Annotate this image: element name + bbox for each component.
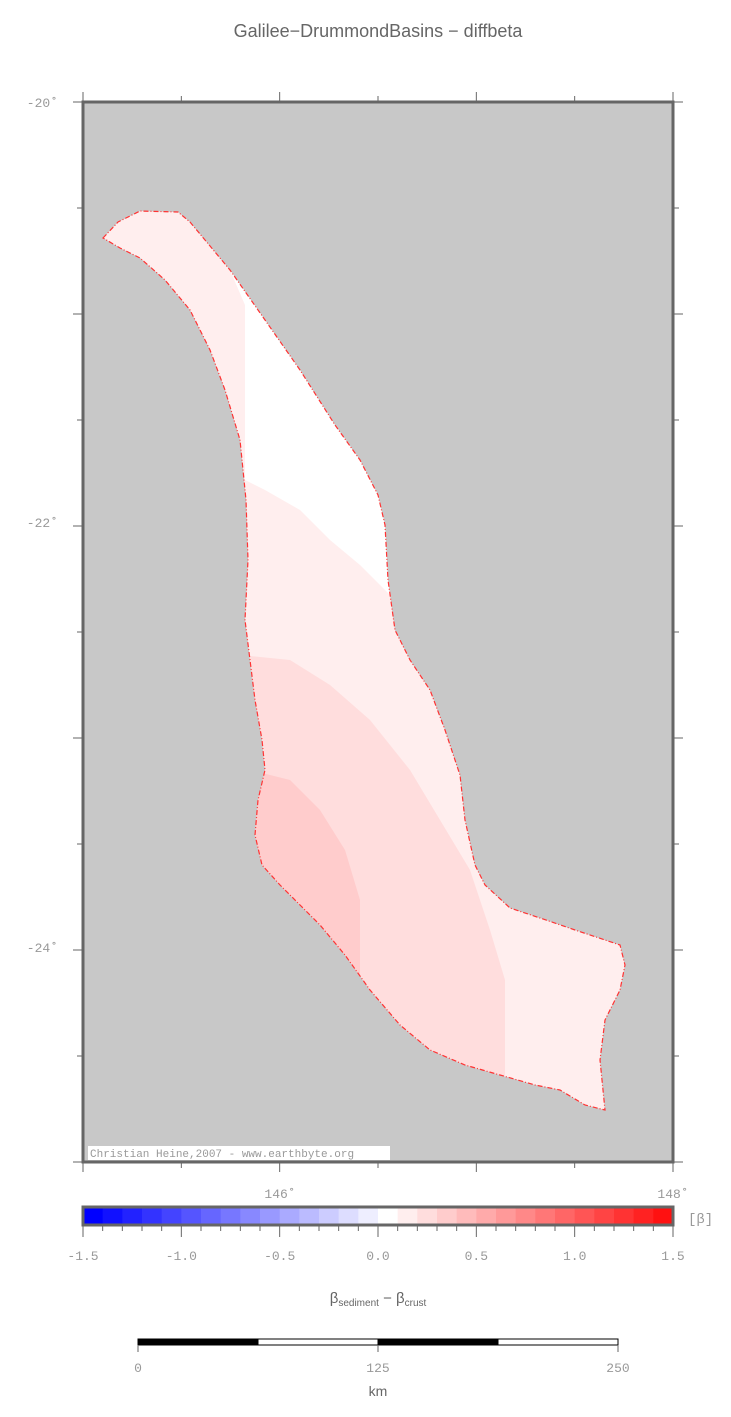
colorbar-title-sub1: sediment [338, 1298, 379, 1309]
map-ticks [73, 92, 683, 1172]
lat-label: -24˚ [27, 941, 58, 956]
scale-label: 250 [606, 1361, 629, 1376]
colorbar-bin [279, 1207, 300, 1225]
colorbar-tick-label: -0.5 [264, 1249, 295, 1264]
colorbar-unit: [β] [688, 1212, 713, 1228]
scale-segment [497, 1338, 619, 1346]
colorbar-bin [122, 1207, 143, 1225]
scale-bar: 0 125 250 km [134, 1338, 630, 1399]
colorbar-bin [142, 1207, 163, 1225]
colorbar-bin [496, 1207, 517, 1225]
colorbar-tick-label: -1.0 [166, 1249, 197, 1264]
colorbar-tick-label: 0.0 [366, 1249, 389, 1264]
scale-segment [137, 1338, 259, 1346]
colorbar-bin [299, 1207, 320, 1225]
colorbar-bin [555, 1207, 576, 1225]
colorbar-bin [83, 1207, 104, 1225]
colorbar-bin [319, 1207, 340, 1225]
colorbar: [β] -1.5 -1.0 -0.5 0.0 0.5 1.0 1.5 βsedi… [67, 1205, 713, 1309]
colorbar-title-sub2: crust [405, 1298, 427, 1309]
colorbar-bin [456, 1207, 477, 1225]
basin-region-base [103, 211, 625, 1110]
colorbar-bin [240, 1207, 261, 1225]
colorbar-tick-label: 1.5 [661, 1249, 684, 1264]
colorbar-bin [102, 1207, 123, 1225]
colorbar-bin [614, 1207, 635, 1225]
colorbar-title-mid: − β [379, 1290, 405, 1307]
colorbar-bin [397, 1207, 418, 1225]
colorbar-bin [378, 1207, 399, 1225]
lat-label: -22˚ [27, 516, 58, 531]
colorbar-title-main: β [330, 1290, 339, 1307]
colorbar-bin [358, 1207, 379, 1225]
lon-label: 148˚ [657, 1187, 688, 1202]
scale-unit: km [369, 1383, 388, 1399]
credit-text: Christian Heine,2007 - www.earthbyte.org [90, 1149, 354, 1161]
colorbar-bin [476, 1207, 497, 1225]
scale-label: 0 [134, 1361, 142, 1376]
colorbar-tick-label: 0.5 [465, 1249, 488, 1264]
scale-segment [377, 1338, 499, 1346]
lon-label: 146˚ [264, 1187, 295, 1202]
credit-box [88, 1146, 390, 1160]
colorbar-bin [633, 1207, 654, 1225]
colorbar-bin [201, 1207, 222, 1225]
colorbar-bin [260, 1207, 281, 1225]
map: Christian Heine,2007 - www.earthbyte.org… [27, 92, 689, 1202]
colorbar-bin [338, 1207, 359, 1225]
scale-label: 125 [366, 1361, 389, 1376]
colorbar-bin [417, 1207, 438, 1225]
colorbar-bin [437, 1207, 458, 1225]
colorbar-bin [653, 1207, 674, 1225]
colorbar-bin [220, 1207, 241, 1225]
colorbar-bin [594, 1207, 615, 1225]
colorbar-title: βsediment − βcrust [330, 1290, 427, 1309]
colorbar-bin [161, 1207, 182, 1225]
colorbar-bin [515, 1207, 536, 1225]
colorbar-bin [181, 1207, 202, 1225]
colorbar-bin [574, 1207, 595, 1225]
figure-title: Galilee−DrummondBasins − diffbeta [234, 21, 524, 41]
lat-label: -20˚ [27, 96, 58, 111]
colorbar-tick-label: -1.5 [67, 1249, 98, 1264]
colorbar-tick-label: 1.0 [563, 1249, 586, 1264]
colorbar-bin [535, 1207, 556, 1225]
basin-outline [102, 210, 626, 1111]
scale-segment [257, 1338, 379, 1346]
